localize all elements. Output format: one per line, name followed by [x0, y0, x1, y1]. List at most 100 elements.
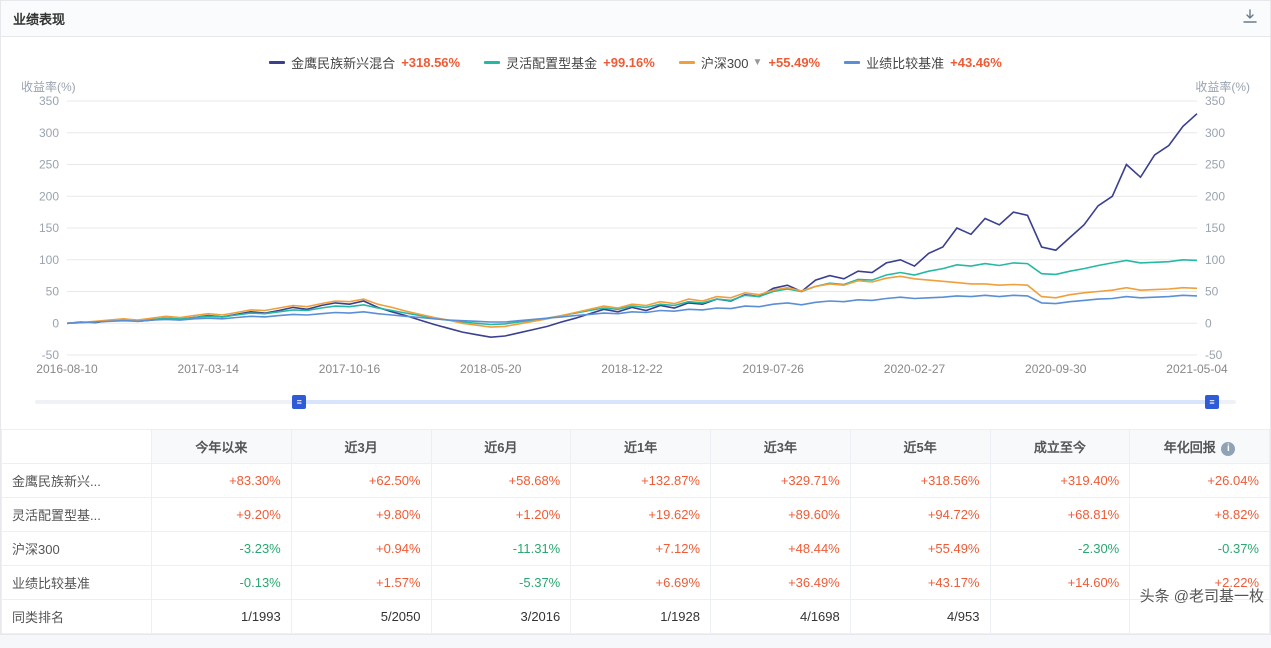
- table-row: 灵活配置型基...+9.20%+9.80%+1.20%+19.62%+89.60…: [2, 498, 1270, 532]
- svg-text:0: 0: [52, 316, 59, 330]
- svg-text:300: 300: [1205, 126, 1225, 140]
- legend-item[interactable]: 业绩比较基准+43.46%: [844, 53, 1002, 72]
- svg-text:2020-02-27: 2020-02-27: [884, 362, 946, 376]
- table-header-cell: 今年以来: [152, 430, 292, 464]
- svg-text:350: 350: [1205, 95, 1225, 108]
- table-cell: +1.20%: [431, 498, 571, 532]
- slider-handle-right[interactable]: ≡: [1205, 395, 1219, 409]
- y-axis-label-right: 收益率(%): [1195, 78, 1250, 95]
- svg-text:2020-09-30: 2020-09-30: [1025, 362, 1087, 376]
- panel-title: 业绩表现: [13, 9, 65, 28]
- table-cell: -2.30%: [990, 532, 1130, 566]
- row-label: 沪深300: [2, 532, 152, 566]
- legend-value: +43.46%: [950, 55, 1002, 70]
- table-cell: 1/1993: [152, 600, 292, 634]
- legend-swatch: [484, 61, 500, 64]
- chart-area: 金鹰民族新兴混合+318.56%灵活配置型基金+99.16%沪深300▼+55.…: [1, 37, 1270, 429]
- svg-text:100: 100: [1205, 253, 1225, 267]
- slider-handle-left[interactable]: ≡: [292, 395, 306, 409]
- table-cell: +319.40%: [990, 464, 1130, 498]
- row-label: 业绩比较基准: [2, 566, 152, 600]
- table-cell: +6.69%: [571, 566, 711, 600]
- row-label: 金鹰民族新兴...: [2, 464, 152, 498]
- table-cell: +2.22%: [1130, 566, 1270, 600]
- table-cell: +43.17%: [850, 566, 990, 600]
- table-cell: 1/1928: [571, 600, 711, 634]
- table-row: 同类排名1/19935/20503/20161/19284/16984/953: [2, 600, 1270, 634]
- svg-text:150: 150: [1205, 221, 1225, 235]
- download-icon[interactable]: [1242, 9, 1258, 28]
- y-axis-label-left: 收益率(%): [21, 78, 76, 95]
- table-header-cell: 近3月: [291, 430, 431, 464]
- table-cell: +26.04%: [1130, 464, 1270, 498]
- table-cell: +36.49%: [711, 566, 851, 600]
- table-cell: +0.94%: [291, 532, 431, 566]
- table-header-cell: [2, 430, 152, 464]
- table-cell: [990, 600, 1130, 634]
- table-header-cell: 年化回报 i: [1130, 430, 1270, 464]
- svg-text:2018-05-20: 2018-05-20: [460, 362, 522, 376]
- table-row: 业绩比较基准-0.13%+1.57%-5.37%+6.69%+36.49%+43…: [2, 566, 1270, 600]
- table-header-row: 今年以来近3月近6月近1年近3年近5年成立至今年化回报 i: [2, 430, 1270, 464]
- table-cell: +48.44%: [711, 532, 851, 566]
- table-cell: +329.71%: [711, 464, 851, 498]
- table-header-cell: 近3年: [711, 430, 851, 464]
- svg-text:2017-03-14: 2017-03-14: [178, 362, 240, 376]
- legend-item[interactable]: 金鹰民族新兴混合+318.56%: [269, 53, 460, 72]
- row-label: 灵活配置型基...: [2, 498, 152, 532]
- svg-text:2016-08-10: 2016-08-10: [36, 362, 98, 376]
- performance-table-wrap: 今年以来近3月近6月近1年近3年近5年成立至今年化回报 i 金鹰民族新兴...+…: [1, 429, 1270, 634]
- svg-text:2019-07-26: 2019-07-26: [743, 362, 805, 376]
- legend-swatch: [269, 61, 285, 64]
- time-range-slider[interactable]: ≡ ≡: [35, 393, 1236, 411]
- table-cell: +132.87%: [571, 464, 711, 498]
- legend-name: 沪深300: [701, 53, 749, 72]
- table-cell: +94.72%: [850, 498, 990, 532]
- svg-text:300: 300: [39, 126, 59, 140]
- table-cell: -5.37%: [431, 566, 571, 600]
- svg-text:-50: -50: [42, 348, 60, 362]
- table-cell: 3/2016: [431, 600, 571, 634]
- table-header-cell: 成立至今: [990, 430, 1130, 464]
- table-cell: 5/2050: [291, 600, 431, 634]
- chevron-down-icon[interactable]: ▼: [753, 57, 763, 68]
- table-cell: +58.68%: [431, 464, 571, 498]
- svg-text:150: 150: [39, 221, 59, 235]
- table-header-cell: 近6月: [431, 430, 571, 464]
- table-cell: +62.50%: [291, 464, 431, 498]
- table-row: 金鹰民族新兴...+83.30%+62.50%+58.68%+132.87%+3…: [2, 464, 1270, 498]
- svg-text:50: 50: [1205, 285, 1219, 299]
- table-cell: +8.82%: [1130, 498, 1270, 532]
- table-cell: 4/1698: [711, 600, 851, 634]
- legend-value: +318.56%: [401, 55, 460, 70]
- legend-name: 灵活配置型基金: [506, 53, 597, 72]
- table-cell: +19.62%: [571, 498, 711, 532]
- table-row: 沪深300-3.23%+0.94%-11.31%+7.12%+48.44%+55…: [2, 532, 1270, 566]
- table-cell: +83.30%: [152, 464, 292, 498]
- info-icon[interactable]: i: [1221, 442, 1235, 456]
- table-cell: +89.60%: [711, 498, 851, 532]
- legend-item[interactable]: 灵活配置型基金+99.16%: [484, 53, 655, 72]
- table-header-cell: 近1年: [571, 430, 711, 464]
- performance-table: 今年以来近3月近6月近1年近3年近5年成立至今年化回报 i 金鹰民族新兴...+…: [1, 429, 1270, 634]
- table-cell: 4/953: [850, 600, 990, 634]
- performance-line-chart: -50050100150200250300350-500501001502002…: [17, 95, 1247, 383]
- legend-item[interactable]: 沪深300▼+55.49%: [679, 53, 820, 72]
- svg-text:200: 200: [1205, 189, 1225, 203]
- table-header-cell: 近5年: [850, 430, 990, 464]
- svg-text:2018-12-22: 2018-12-22: [601, 362, 663, 376]
- svg-text:200: 200: [39, 189, 59, 203]
- svg-text:350: 350: [39, 95, 59, 108]
- table-cell: -0.13%: [152, 566, 292, 600]
- svg-text:0: 0: [1205, 316, 1212, 330]
- svg-text:-50: -50: [1205, 348, 1223, 362]
- row-label: 同类排名: [2, 600, 152, 634]
- table-cell: +318.56%: [850, 464, 990, 498]
- table-cell: +7.12%: [571, 532, 711, 566]
- slider-fill: [299, 400, 1212, 404]
- table-cell: +9.20%: [152, 498, 292, 532]
- table-cell: -3.23%: [152, 532, 292, 566]
- svg-text:250: 250: [1205, 158, 1225, 172]
- svg-text:2021-05-04: 2021-05-04: [1166, 362, 1228, 376]
- svg-text:250: 250: [39, 158, 59, 172]
